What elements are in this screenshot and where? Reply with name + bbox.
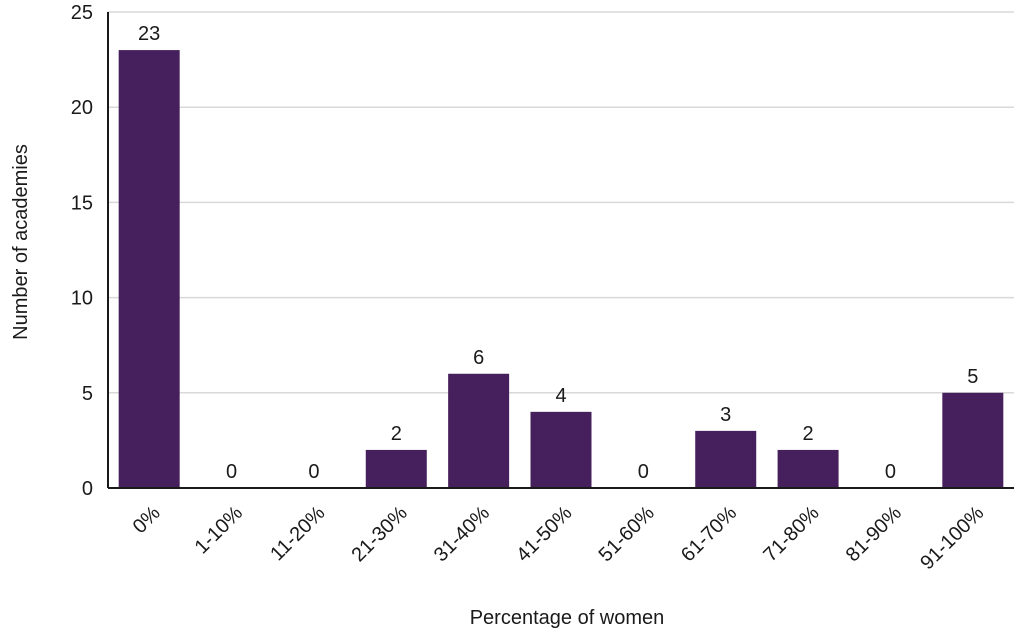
- x-tick-label: 0%: [129, 502, 165, 538]
- y-tick-label: 5: [82, 383, 93, 405]
- data-label: 0: [308, 461, 319, 483]
- bar: [942, 392, 1004, 488]
- y-tick-label: 10: [71, 288, 93, 310]
- data-label: 6: [473, 347, 484, 369]
- x-tick-label: 31-40%: [430, 502, 494, 566]
- y-axis-ticks: 0 5 10 15 20 25: [71, 2, 93, 500]
- data-label: 5: [967, 366, 978, 388]
- bar: [530, 411, 592, 488]
- x-tick-label: 71-80%: [759, 502, 823, 566]
- y-tick-label: 25: [71, 2, 93, 24]
- x-tick-label: 1-10%: [191, 502, 248, 559]
- x-tick-label: 21-30%: [348, 502, 412, 566]
- data-label: 0: [885, 461, 896, 483]
- data-label: 0: [226, 461, 237, 483]
- bar: [695, 430, 757, 488]
- y-tick-label: 20: [71, 97, 93, 119]
- data-label: 0: [638, 461, 649, 483]
- x-tick-label: 41-50%: [512, 502, 576, 566]
- bar: [777, 449, 839, 488]
- data-label: 3: [720, 404, 731, 426]
- x-axis-label: Percentage of women: [470, 607, 665, 629]
- x-axis-ticks: 0% 1-10% 11-20% 21-30% 31-40% 41-50% 51-60% 61-…: [129, 502, 989, 574]
- x-tick-label: 51-60%: [595, 502, 659, 566]
- x-tick-label: 81-90%: [842, 502, 906, 566]
- y-tick-label: 0: [82, 478, 93, 500]
- data-label: 23: [138, 23, 160, 45]
- data-label: 4: [555, 385, 566, 407]
- grid-lines: [108, 11, 1014, 394]
- x-tick-label: 91-100%: [916, 502, 988, 574]
- data-label: 2: [803, 423, 814, 445]
- bar: [118, 50, 180, 489]
- y-tick-label: 15: [71, 192, 93, 214]
- data-labels: 23 0 0 2 6 4 0 3 2 0 5: [138, 23, 978, 483]
- y-axis-label: Number of academies: [10, 144, 32, 340]
- x-tick-label: 11-20%: [266, 502, 329, 565]
- bar: [365, 449, 427, 488]
- bar: [448, 373, 510, 488]
- data-label: 2: [391, 423, 402, 445]
- bars: [118, 50, 1004, 489]
- x-tick-label: 61-70%: [677, 502, 741, 566]
